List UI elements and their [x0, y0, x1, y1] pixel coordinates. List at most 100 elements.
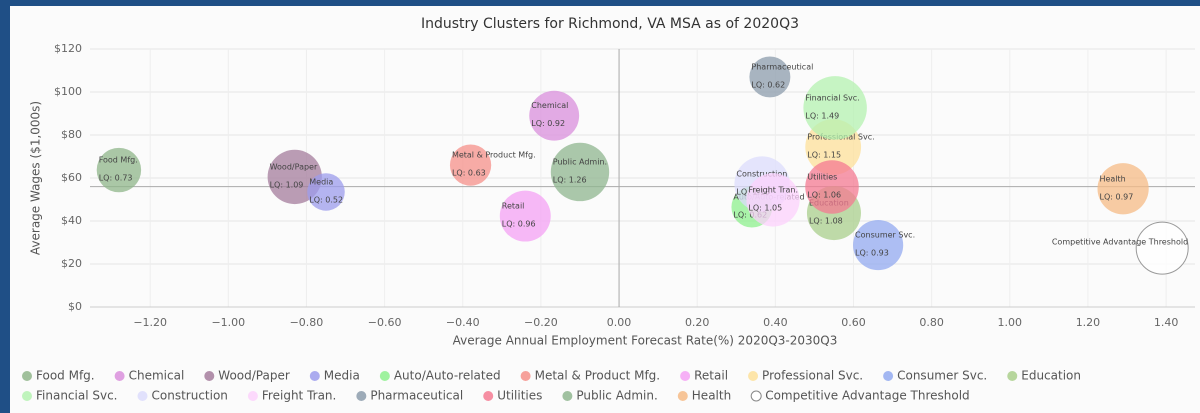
bubble-label: Consumer Svc. [855, 231, 915, 240]
bubble [449, 144, 492, 186]
bubble [529, 90, 580, 141]
bubble-label: Retail [502, 202, 525, 211]
legend-swatch [748, 371, 759, 381]
legend-swatch [677, 391, 688, 401]
bubble-value-label: LQ: 1.08 [809, 217, 843, 226]
bubble [307, 173, 345, 211]
bubble-label: Food Mfg. [99, 156, 138, 165]
bubble [499, 190, 551, 242]
legend-swatch [750, 390, 762, 402]
y-tick-label: $40 [61, 214, 82, 227]
legend-swatch [483, 391, 494, 401]
bubble-value-label: LQ: 0.93 [855, 249, 889, 258]
y-tick-label: $100 [54, 85, 82, 98]
legend-swatch [520, 371, 531, 381]
legend-label: Professional Svc. [762, 369, 863, 383]
legend-swatch [379, 371, 390, 381]
legend-label: Food Mfg. [36, 369, 95, 383]
bubble-label: Chemical [531, 101, 568, 110]
y-tick-label: $20 [61, 257, 82, 270]
legend-swatch [204, 371, 215, 381]
legend-label: Freight Tran. [262, 389, 336, 403]
x-tick-label: 0.20 [685, 316, 710, 329]
legend-label: Auto/Auto-related [394, 369, 501, 383]
y-tick-label: $120 [54, 42, 82, 55]
x-tick-label: 0.60 [841, 316, 866, 329]
legend-swatch [356, 391, 367, 401]
legend-label: Metal & Product Mfg. [535, 369, 661, 383]
legend-swatch [309, 371, 320, 381]
legend-swatch [247, 391, 258, 401]
legend-label: Consumer Svc. [897, 369, 987, 383]
legend-label: Chemical [129, 369, 185, 383]
bubble-value-label: LQ: 1.49 [805, 111, 839, 120]
bubble-value-label: LQ: 0.63 [452, 169, 486, 178]
x-tick-label: 1.00 [998, 316, 1023, 329]
bubble-value-label: LQ: 0.73 [99, 174, 133, 183]
x-tick-label: −0.40 [446, 316, 480, 329]
legend-swatch [883, 371, 894, 381]
x-tick-label: −1.00 [211, 316, 245, 329]
x-tick-label: 0.40 [763, 316, 788, 329]
bubble-label: Metal & Product Mfg. [452, 151, 536, 160]
bubble-label: Health [1099, 174, 1125, 183]
legend-label: Pharmaceutical [370, 389, 463, 403]
bubble-value-label: LQ: 0.62 [733, 211, 767, 220]
legend-swatch [1007, 371, 1018, 381]
legend-label: Wood/Paper [218, 369, 290, 383]
y-tick-label: $60 [61, 171, 82, 184]
bubble-value-label: LQ: 0.62 [751, 80, 785, 89]
x-axis-title: Average Annual Employment Forecast Rate(… [453, 334, 838, 348]
bubble-label: Utilities [807, 173, 837, 182]
x-tick-label: −1.20 [133, 316, 167, 329]
bubble-label: Public Admin. [553, 157, 607, 166]
bubble [803, 76, 867, 140]
y-axis-title: Average Wages ($1,000s) [29, 101, 43, 255]
bubble-label: Freight Tran. [748, 185, 798, 194]
legend-label: Financial Svc. [36, 389, 118, 403]
bubble [746, 173, 800, 227]
legend-swatch [22, 391, 32, 401]
bubble [805, 160, 859, 214]
bubble [550, 142, 610, 202]
legend-label: Media [324, 369, 360, 383]
bubble-value-label: LQ: 0.52 [309, 195, 343, 204]
chart-title: Industry Clusters for Richmond, VA MSA a… [421, 16, 799, 32]
bubble-value-label: LQ: 1.05 [748, 203, 782, 212]
legend-swatch [22, 371, 32, 381]
x-tick-label: −0.20 [524, 316, 558, 329]
x-tick-label: 0.00 [607, 316, 632, 329]
bubble [1097, 163, 1149, 215]
bubble [853, 220, 904, 271]
legend-label: Health [692, 389, 731, 403]
bubble-value-label: LQ: 1.26 [553, 175, 587, 184]
x-tick-label: −0.60 [368, 316, 402, 329]
bubble-value-label: LQ: 1.06 [807, 191, 841, 200]
bubble-label: Financial Svc. [805, 93, 859, 102]
legend-label: Education [1021, 369, 1081, 383]
y-tick-label: $0 [68, 300, 82, 313]
x-tick-label: 1.40 [1154, 316, 1179, 329]
legend-label: Retail [694, 369, 728, 383]
y-tick-label: $80 [61, 128, 82, 141]
bubble [1135, 221, 1189, 275]
bubble [749, 56, 791, 98]
legend-label: Public Admin. [576, 389, 657, 403]
legend-swatch [137, 391, 148, 401]
legend-label: Utilities [497, 389, 542, 403]
bubble-label: Construction [736, 170, 787, 179]
chart-background [10, 6, 1200, 413]
legend-swatch [562, 391, 573, 401]
legend-swatch [680, 371, 691, 381]
bubble-value-label: LQ: 0.92 [531, 119, 565, 128]
bubble-label: Wood/Paper [270, 162, 318, 171]
bubble-value-label: LQ: 0.96 [502, 220, 536, 229]
bubble-value-label: LQ: 0.97 [1099, 192, 1133, 201]
x-tick-label: −0.80 [290, 316, 324, 329]
x-tick-label: 0.80 [919, 316, 944, 329]
bubble-value-label: LQ: 1.09 [270, 180, 304, 189]
bubble-label: Competitive Advantage Threshold [1052, 238, 1188, 247]
bubble-label: Media [309, 177, 333, 186]
legend-label: Competitive Advantage Threshold [765, 389, 969, 403]
